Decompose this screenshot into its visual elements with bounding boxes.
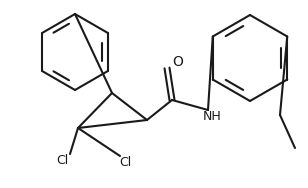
Text: NH: NH [203,111,221,124]
Text: O: O [172,55,184,69]
Text: Cl: Cl [119,155,131,168]
Text: Cl: Cl [56,153,68,167]
